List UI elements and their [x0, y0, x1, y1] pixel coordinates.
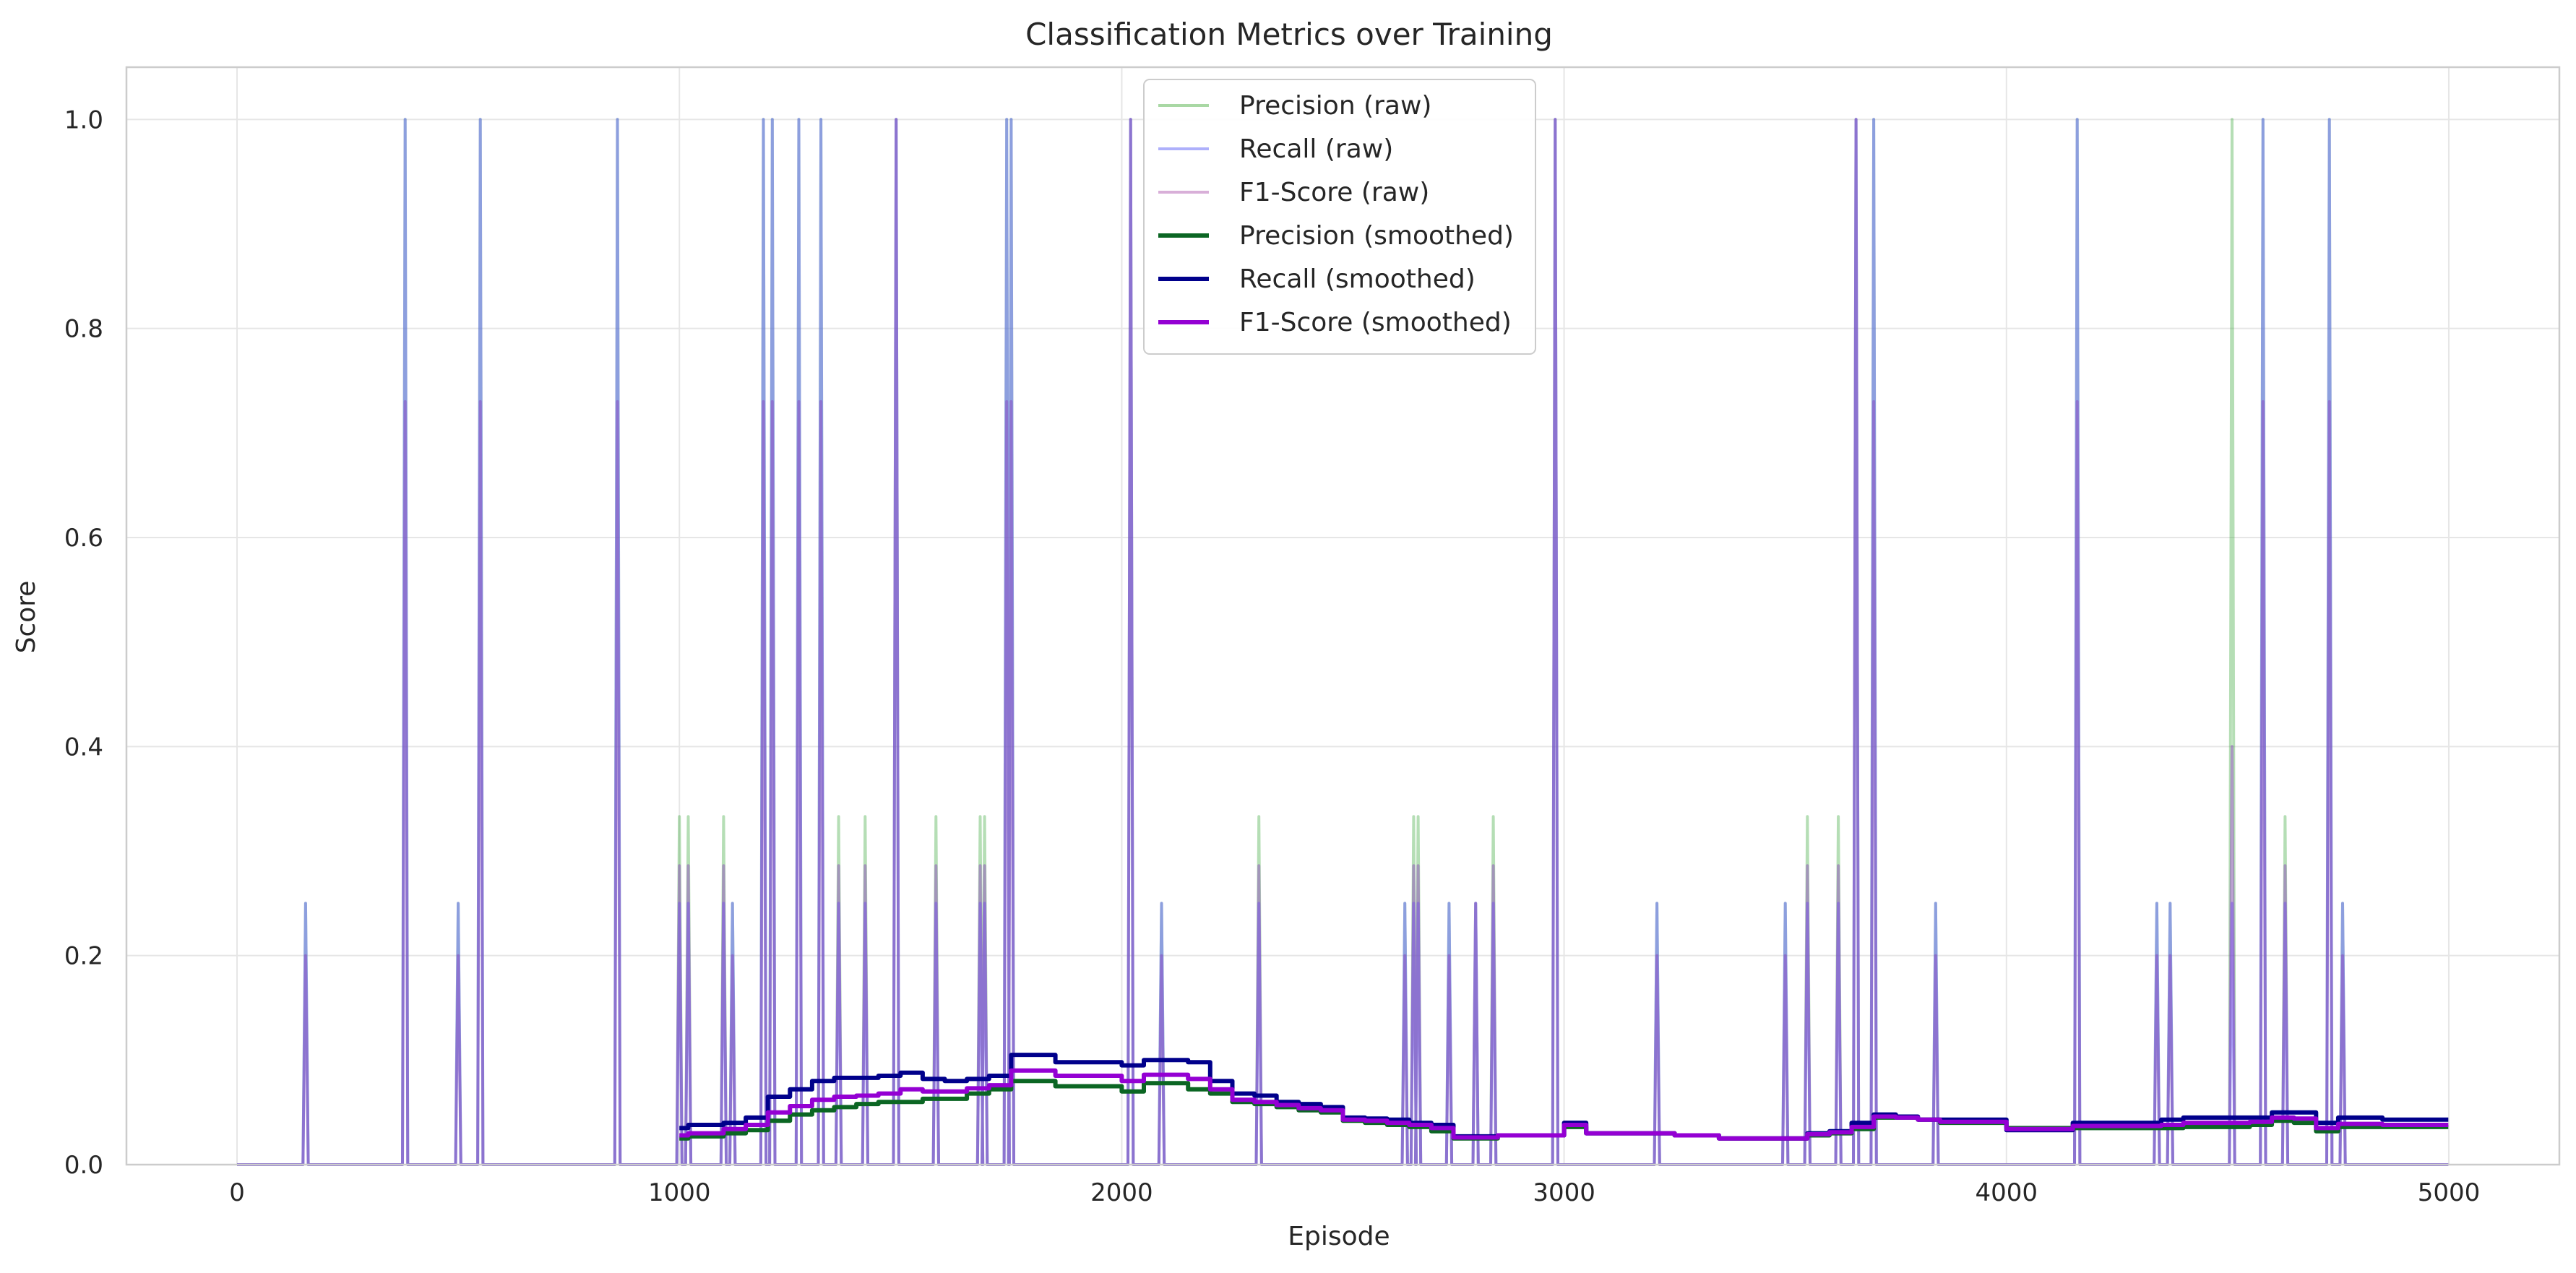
x-tick-label: 1000 — [648, 1178, 711, 1207]
x-tick-label: 3000 — [1533, 1178, 1595, 1207]
x-tick-label: 0 — [229, 1178, 245, 1207]
f1-score-smoothed-line — [679, 1068, 2449, 1141]
x-tick-label: 2000 — [1090, 1178, 1153, 1207]
x-tick-labels: 0 1000 2000 3000 4000 5000 — [229, 1178, 2480, 1207]
legend-label: F1-Score (raw) — [1239, 178, 1429, 207]
x-axis-label: Episode — [1288, 1222, 1390, 1251]
y-tick-label: 0.4 — [64, 733, 103, 761]
legend-label: F1-Score (smoothed) — [1239, 308, 1512, 337]
chart-title: Classification Metrics over Training — [1025, 17, 1553, 52]
legend-label: Precision (smoothed) — [1239, 221, 1514, 251]
plot-frame — [125, 66, 2561, 1166]
y-tick-label: 0.8 — [64, 315, 103, 344]
legend: Precision (raw) Recall (raw) F1-Score (raw… — [1143, 79, 1536, 355]
legend-box — [1143, 79, 1536, 355]
legend-label: Recall (raw) — [1239, 134, 1393, 164]
x-tick-label: 5000 — [2418, 1178, 2481, 1207]
y-tick-label: 1.0 — [64, 105, 103, 134]
y-tick-label: 0.2 — [64, 942, 103, 971]
legend-label: Precision (raw) — [1239, 91, 1431, 121]
y-tick-labels: 0.0 0.2 0.4 0.6 0.8 1.0 — [64, 105, 103, 1180]
y-axis-label: Score — [12, 581, 41, 654]
x-tick-label: 4000 — [1976, 1178, 2038, 1207]
smoothed-series-layer — [679, 1053, 2449, 1141]
legend-label: Recall (smoothed) — [1239, 264, 1476, 294]
y-tick-label: 0.0 — [64, 1151, 103, 1180]
y-tick-label: 0.6 — [64, 524, 103, 553]
